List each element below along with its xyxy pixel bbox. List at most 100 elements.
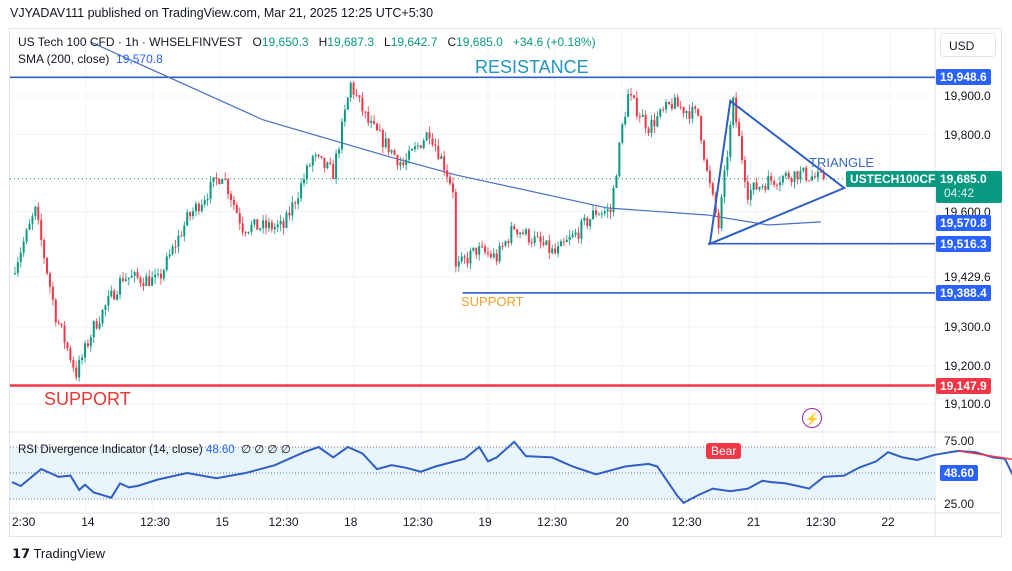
candle-body [31,216,34,224]
candle-body [422,140,425,149]
candle-body [615,176,618,189]
candle-body [89,337,92,347]
candle-body [352,82,355,95]
candle-body [790,178,793,183]
rsi-extras: ∅ ∅ ∅ ∅ [241,444,291,456]
time-tick: 19 [478,515,492,529]
candle-body [808,180,811,182]
sma-legend[interactable]: SMA (200, close) 19,570.8 [18,52,163,66]
candle-body [708,170,711,184]
candle-body [580,220,583,239]
candle-body [25,229,28,242]
candle-body [770,176,773,181]
candle-body [819,171,822,173]
candle-body [408,150,411,160]
candle-body [700,115,703,141]
candle-body [446,170,449,177]
candle-body [659,109,662,117]
candle-body [527,229,530,243]
candle-body [443,156,446,171]
candle-body [267,222,270,228]
candle-body [627,94,630,117]
candle-body [305,165,308,180]
candle-body [647,128,650,134]
candle-body [203,200,206,205]
candle-body [200,204,203,212]
candle-body [717,212,720,229]
candle-body [294,202,297,204]
low-label: L [384,35,391,49]
candle-body [349,82,352,98]
candle-body [78,359,81,378]
candle-body [624,116,627,125]
candle-body [577,232,580,239]
candle-body [51,286,54,300]
candle-body [116,294,119,300]
price-tick: 19,900.0 [944,89,991,103]
lightning-icon[interactable]: ⚡ [802,408,822,428]
support-label: SUPPORT [44,389,131,409]
price-tick: 19,429.6 [944,270,991,285]
candle-body [557,246,560,254]
candle-body [562,241,565,243]
rsi-legend[interactable]: RSI Divergence Indicator (14, close) 48.… [18,442,291,456]
candle-body [586,217,589,227]
candle-body [466,257,469,264]
candle-body [206,198,209,201]
candle-body [451,183,454,193]
time-tick: 12:30 [805,515,836,529]
time-tick: 14 [81,515,95,529]
candle-body [338,149,341,154]
candle-body [641,114,644,118]
chart-frame [9,28,1002,537]
candle-body [522,232,524,235]
candle-body [317,154,320,157]
candle-body [212,177,215,183]
candle-body [250,224,253,232]
candle-body [46,258,49,274]
candle-body [670,104,673,109]
candle-body [244,232,247,234]
time-tick: 12:30 [268,515,299,529]
candle-body [431,138,434,145]
candle-body [507,241,510,244]
low-value: 19,642.7 [390,35,438,49]
candle-body [376,123,378,131]
candle-body [259,228,262,230]
minor-support-label: SUPPORT [461,294,524,309]
candle-body [764,186,767,190]
candle-body [13,273,16,275]
candle-body [60,323,63,326]
candle-body [571,234,574,237]
candle-body [165,256,168,271]
candle-body [221,179,224,184]
candle-body [154,274,157,278]
candle-body [668,102,670,105]
candle-body [171,246,174,255]
rsi-tick-25: 25.00 [944,497,975,511]
candle-body [416,145,419,147]
candle-body [133,272,136,276]
candle-body [767,176,770,190]
candle-body [793,171,796,183]
candle-body [162,270,165,279]
candle-body [469,250,472,264]
candle-body [787,172,790,179]
candle-body [545,240,548,245]
candle-body [475,247,478,255]
candle-body [378,130,381,132]
candle-body [180,235,183,237]
candle-body [484,246,487,253]
candle-body [574,232,577,235]
candle-body [22,241,25,253]
candle-body [235,204,238,214]
candle-body [784,172,787,176]
currency-button[interactable]: USD [940,33,996,57]
candle-body [492,253,495,258]
candle-body [691,106,694,119]
candle-body [159,273,162,279]
candle-body [367,111,370,123]
candle-body [215,177,218,180]
candle-body [98,323,101,329]
